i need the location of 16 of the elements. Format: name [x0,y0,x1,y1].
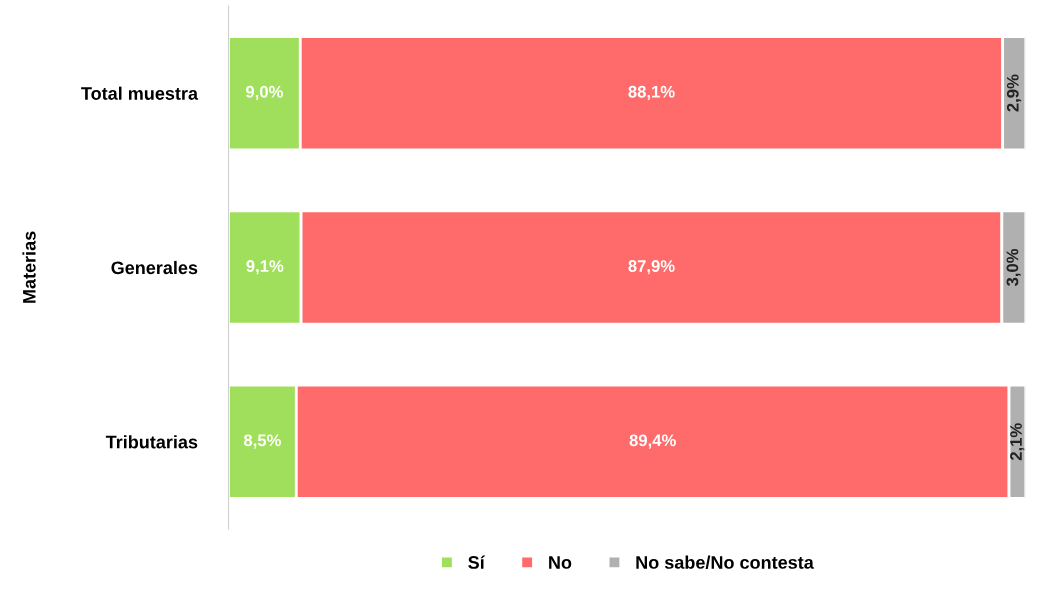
legend-label: No sabe/No contesta [636,555,814,570]
data-label: 87,9% [628,260,675,275]
data-label: 3,0% [1006,248,1021,287]
y-tick-label: Generales [111,260,198,275]
data-label: 2,9% [1006,74,1022,112]
data-label: 8,5% [243,434,281,449]
data-label: 9,0% [246,85,283,101]
y-tick-label: Tributarias [105,435,198,449]
y-axis-title: Materias [22,231,36,303]
y-tick-label: Total muestra [81,86,199,100]
data-label: 9,1% [246,260,284,275]
legend-label: Sí [468,555,486,569]
data-label: 88,1% [628,85,675,101]
data-label: 89,4% [629,434,676,449]
legend-label: No [549,556,572,569]
data-label: 2,1% [1010,423,1025,461]
